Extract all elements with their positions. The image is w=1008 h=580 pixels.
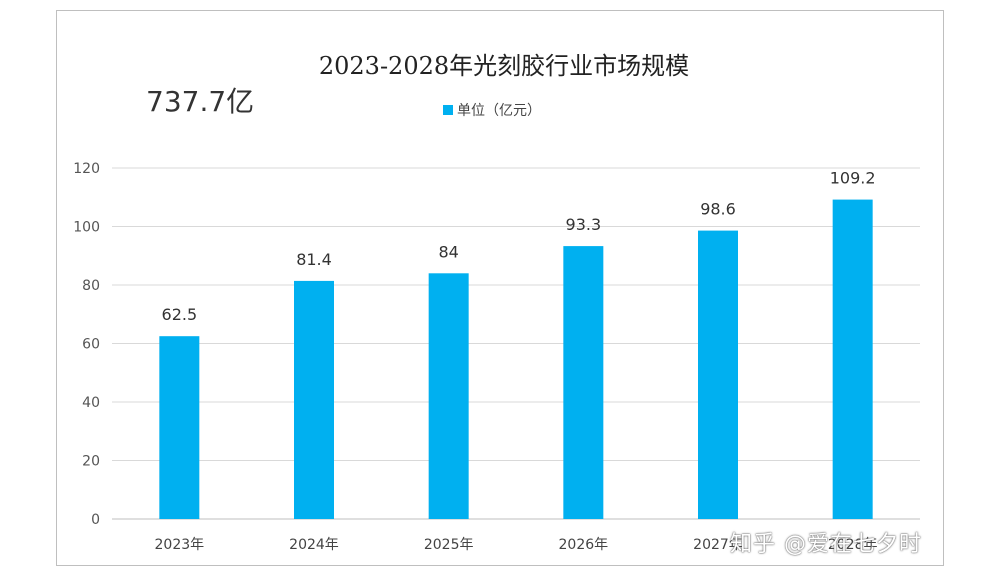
bar <box>159 336 200 519</box>
legend-swatch <box>443 105 453 115</box>
x-tick-label: 2024年 <box>289 537 339 553</box>
chart-title: 2023-2028年光刻胶行业市场规模 <box>318 52 690 80</box>
x-tick-label: 2026年 <box>559 537 609 553</box>
watermark: 知乎 @爱在七夕时 <box>730 532 922 557</box>
bar <box>294 280 334 519</box>
legend-label: 单位（亿元） <box>457 103 541 119</box>
data-label: 98.6 <box>700 200 736 219</box>
data-label: 62.5 <box>162 305 198 324</box>
bar <box>428 273 469 519</box>
bar <box>698 230 738 519</box>
total-annotation: 737.7亿 <box>146 85 255 118</box>
x-tick-label: 2023年 <box>155 537 205 553</box>
y-tick-label: 120 <box>73 161 100 177</box>
bar <box>832 199 873 519</box>
y-tick-label: 100 <box>73 220 100 236</box>
chart-frame <box>56 10 944 566</box>
data-label: 84 <box>438 242 458 261</box>
x-tick-label: 2027年 <box>693 537 743 553</box>
x-tick-label: 2025年 <box>424 537 474 553</box>
data-label: 109.2 <box>830 169 876 188</box>
bar <box>563 246 604 519</box>
y-tick-label: 60 <box>82 337 100 353</box>
y-tick-label: 0 <box>91 512 100 528</box>
legend: 单位（亿元） <box>443 100 541 120</box>
y-tick-label: 40 <box>82 395 100 411</box>
x-tick-label: 2028年 <box>828 537 878 553</box>
y-tick-label: 80 <box>82 278 100 294</box>
data-label: 93.3 <box>566 215 602 234</box>
data-label: 81.4 <box>296 250 332 269</box>
y-tick-label: 20 <box>82 454 100 470</box>
